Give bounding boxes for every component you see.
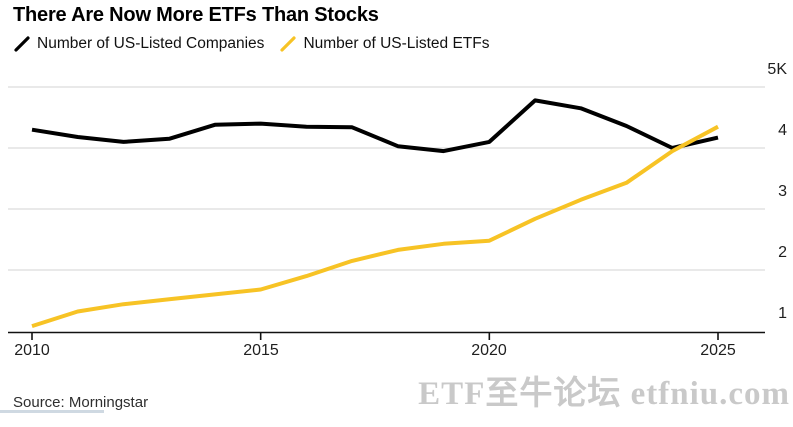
source-text: Source: Morningstar [13,394,149,411]
chart-title: There Are Now More ETFs Than Stocks [13,4,379,26]
y-tick-label: 5K [767,61,787,78]
cropped-link-underline [0,410,104,413]
etfs-line-swatch-icon [280,36,297,52]
legend-item-etfs: Number of US-Listed ETFs [279,35,490,53]
x-tick-label: 2020 [471,342,507,359]
x-tick-label: 2010 [14,342,50,359]
x-tick-label: 2025 [700,342,736,359]
x-tick-label: 2015 [243,342,279,359]
x-axis [8,331,765,340]
legend-label-etfs: Number of US-Listed ETFs [303,35,490,52]
companies-line [31,98,719,154]
etfs-line [31,124,719,329]
y-tick-label: 1 [778,305,787,322]
legend-item-companies: Number of US-Listed Companies [13,35,264,53]
y-tick-label: 3 [778,183,787,200]
legend: Number of US-Listed Companies Number of … [13,35,490,53]
gridlines [8,86,765,271]
y-tick-label: 4 [778,122,787,139]
watermark: ETF至牛论坛 etfniu.com [418,376,790,412]
y-tick-label: 2 [778,244,787,261]
companies-line-swatch-icon [14,36,30,52]
legend-label-companies: Number of US-Listed Companies [37,35,265,52]
